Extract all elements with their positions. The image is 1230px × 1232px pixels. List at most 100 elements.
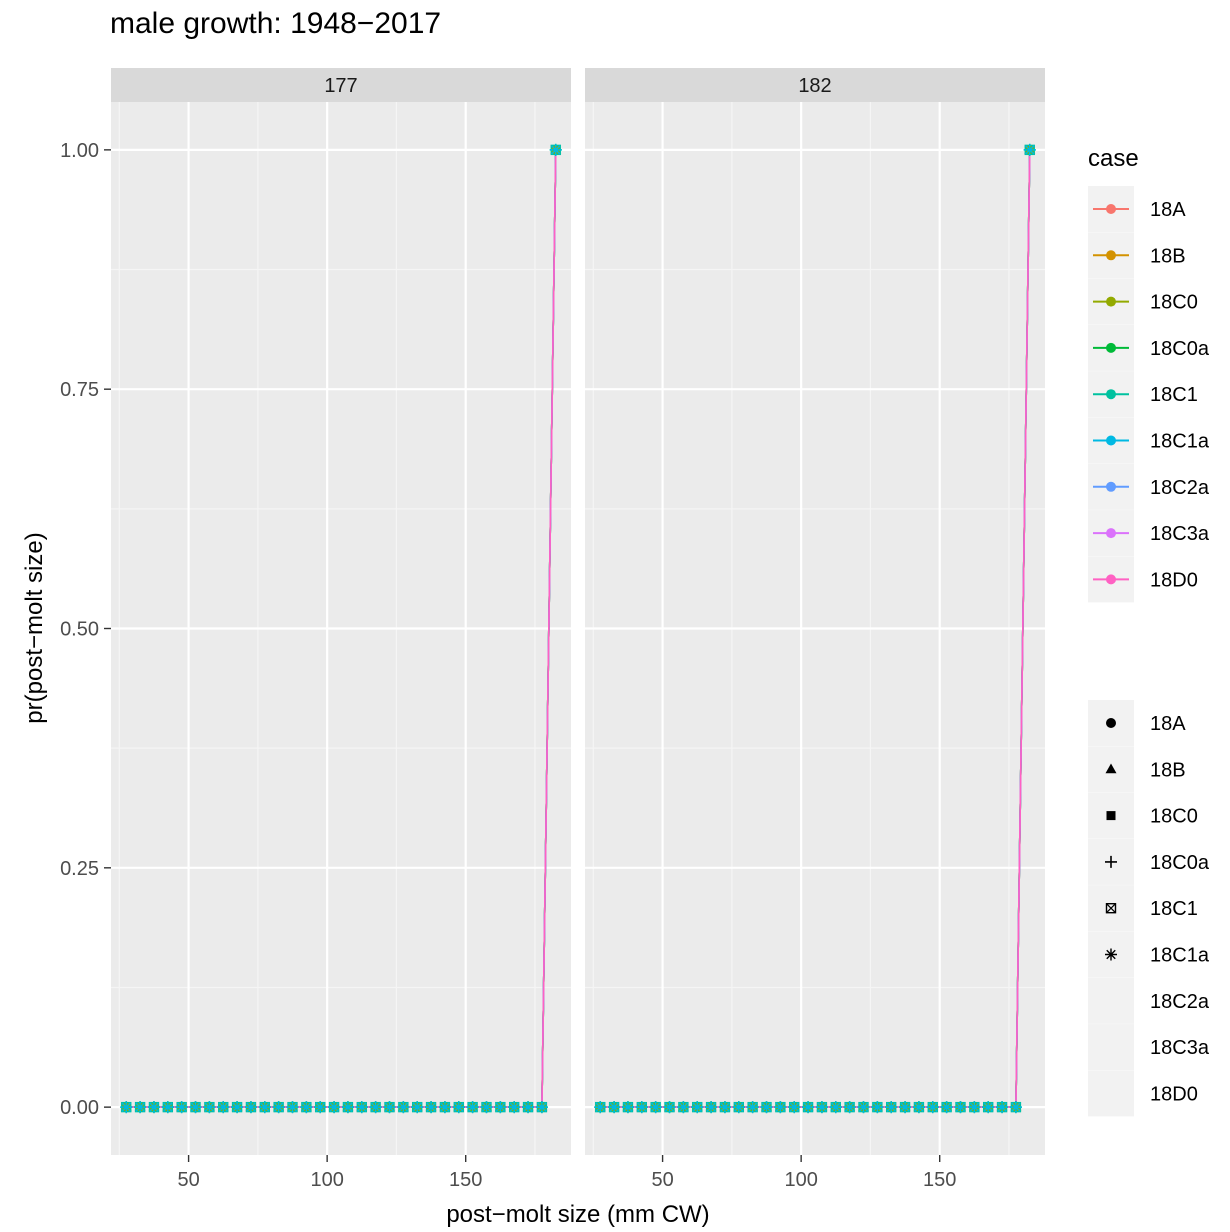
data-point [691, 1101, 704, 1114]
data-point [705, 1101, 718, 1114]
data-point [120, 1101, 133, 1114]
legend-key-shape [1106, 811, 1116, 821]
color-legend-label: 18C1 [1150, 384, 1198, 406]
shape-legend-item-18A: 18A [1088, 700, 1186, 746]
shape-legend-label: 18C2a [1150, 991, 1210, 1013]
data-point [466, 1101, 479, 1114]
color-legend-item-18C1: 18C1 [1088, 371, 1198, 418]
y-tick-label: 0.00 [60, 1097, 99, 1119]
data-point [635, 1101, 648, 1114]
shape-legend-item-18C1a: 18C1a [1088, 931, 1210, 978]
data-point [522, 1101, 535, 1114]
series-points-18C1a [120, 143, 562, 1114]
legend-key-point [1106, 528, 1116, 539]
color-legend-label: 18D0 [1150, 569, 1198, 591]
legend-key-point [1106, 296, 1116, 307]
color-legend-item-18C1a: 18C1a [1088, 417, 1210, 464]
shape-legend-label: 18C1a [1150, 945, 1210, 967]
facet-strip [111, 68, 571, 102]
legend-key-shape [1106, 718, 1116, 728]
facet-strip [585, 68, 1045, 102]
color-legend-item-18C3a: 18C3a [1088, 510, 1210, 557]
data-point [1009, 1101, 1022, 1114]
data-point [608, 1101, 621, 1114]
legend-key [1088, 977, 1134, 1024]
color-legend-item-18A: 18A [1088, 186, 1186, 232]
data-point [438, 1101, 451, 1114]
x-tick-label: 150 [923, 1169, 956, 1191]
data-point [926, 1101, 939, 1114]
shape-legend-label: 18C3a [1150, 1037, 1210, 1059]
legend-key-shape [1105, 763, 1117, 774]
series-group [594, 143, 1036, 1114]
data-point [175, 1101, 188, 1114]
shape-legend-item-18D0: 18D0 [1088, 1070, 1198, 1117]
data-point [829, 1101, 842, 1114]
facet-strip-label: 182 [798, 75, 831, 97]
legend-key [1088, 1070, 1134, 1117]
legend-key-point [1106, 389, 1116, 400]
color-legend-label: 18C0a [1150, 338, 1210, 360]
color-legend-item-18B: 18B [1088, 232, 1186, 279]
data-point [968, 1101, 981, 1114]
data-point [857, 1101, 870, 1114]
color-legend-label: 18B [1150, 245, 1186, 267]
data-point [774, 1101, 787, 1114]
data-point [425, 1101, 438, 1114]
data-point [217, 1101, 230, 1114]
data-point [341, 1101, 354, 1114]
data-point [982, 1101, 995, 1114]
data-point [314, 1101, 327, 1114]
legend-key-point [1106, 204, 1116, 214]
legend-key-shape [1105, 855, 1117, 868]
facet-strip-label: 177 [324, 75, 357, 97]
data-point [300, 1101, 313, 1114]
data-point [231, 1101, 244, 1114]
series-points-18C1a [594, 143, 1036, 1114]
data-point [899, 1101, 912, 1114]
data-point [535, 1101, 548, 1114]
shape-legend-label: 18A [1150, 713, 1186, 735]
color-legend-item-18C0: 18C0 [1088, 278, 1198, 325]
data-point [480, 1101, 493, 1114]
x-axis: 50 100 150 50 100 150 [177, 1155, 956, 1191]
x-tick-label: 50 [651, 1169, 673, 1191]
shape-legend-item-18C3a: 18C3a [1088, 1024, 1210, 1071]
color-legend-item-18C0a: 18C0a [1088, 324, 1210, 371]
y-tick-label: 0.25 [60, 858, 99, 880]
y-tick-label: 0.75 [60, 379, 99, 401]
legend-key-shape [1105, 948, 1117, 961]
y-axis-label: pr(post−molt size) [21, 532, 48, 723]
shape-legend: 18A 18B 18C0 18C0a 18C1 18C1a 18C2a 18C3a 18D0 [1088, 700, 1210, 1117]
data-point [508, 1101, 521, 1114]
legend-key [1088, 1024, 1134, 1071]
color-legend-item-18C2a: 18C2a [1088, 463, 1210, 510]
data-point [286, 1101, 299, 1114]
data-point [746, 1101, 759, 1114]
facet-panel-182: 182 [585, 68, 1045, 1155]
legend-key-point [1106, 574, 1116, 585]
y-tick-label: 1.00 [60, 140, 99, 162]
data-point [258, 1101, 271, 1114]
data-point [594, 1101, 607, 1114]
data-point [1023, 143, 1036, 156]
color-legend-label: 18C1a [1150, 431, 1210, 453]
legend-key-point [1106, 435, 1116, 446]
color-legend-title: case [1088, 145, 1139, 172]
data-point [549, 143, 562, 156]
data-point [189, 1101, 202, 1114]
x-tick-label: 150 [449, 1169, 482, 1191]
data-point [996, 1101, 1009, 1114]
x-tick-label: 100 [784, 1169, 817, 1191]
data-point [272, 1101, 285, 1114]
x-tick-label: 100 [310, 1169, 343, 1191]
color-legend-label: 18C2a [1150, 477, 1210, 499]
data-point [760, 1101, 773, 1114]
color-legend-label: 18A [1150, 199, 1186, 221]
legend-key-point [1106, 481, 1116, 492]
data-point [355, 1101, 368, 1114]
data-point [718, 1101, 731, 1114]
data-point [328, 1101, 341, 1114]
data-point [912, 1101, 925, 1114]
color-legend-label: 18C3a [1150, 523, 1210, 545]
